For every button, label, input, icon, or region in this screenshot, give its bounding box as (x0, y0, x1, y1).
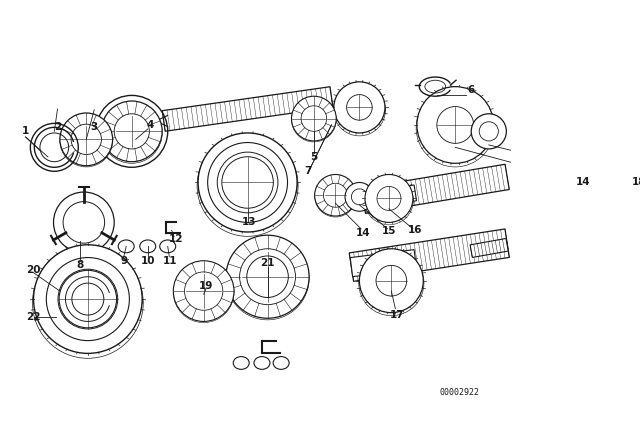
Text: 6: 6 (468, 85, 475, 95)
Polygon shape (362, 185, 417, 209)
Text: 9: 9 (120, 256, 127, 266)
Ellipse shape (101, 101, 162, 162)
Polygon shape (349, 229, 509, 281)
Ellipse shape (365, 174, 413, 222)
Polygon shape (350, 250, 417, 276)
Text: 3: 3 (91, 122, 98, 132)
Text: 8: 8 (76, 260, 83, 270)
Text: 12: 12 (168, 234, 183, 244)
Ellipse shape (360, 249, 423, 313)
Text: 4: 4 (147, 120, 154, 130)
Ellipse shape (226, 235, 309, 318)
Text: 21: 21 (260, 258, 275, 268)
Text: 14: 14 (576, 177, 590, 187)
Ellipse shape (198, 133, 297, 232)
Ellipse shape (315, 174, 356, 216)
Text: 10: 10 (141, 256, 155, 266)
Text: 20: 20 (26, 265, 41, 276)
Ellipse shape (54, 192, 114, 253)
Text: 22: 22 (26, 312, 41, 322)
Polygon shape (470, 238, 508, 258)
Ellipse shape (471, 114, 506, 149)
Ellipse shape (417, 86, 493, 164)
Ellipse shape (334, 82, 385, 133)
Text: 15: 15 (381, 226, 396, 236)
Polygon shape (163, 87, 333, 131)
Text: 19: 19 (199, 281, 213, 291)
Ellipse shape (291, 96, 336, 141)
Text: 14: 14 (356, 228, 371, 238)
Text: 11: 11 (163, 256, 177, 266)
Text: 1: 1 (22, 126, 29, 136)
Text: 13: 13 (242, 217, 257, 228)
Ellipse shape (173, 261, 234, 321)
Text: 7: 7 (304, 166, 311, 176)
Text: 16: 16 (408, 225, 422, 235)
Ellipse shape (345, 182, 374, 211)
Text: 18: 18 (632, 177, 640, 187)
Text: 2: 2 (54, 122, 61, 132)
Text: 17: 17 (390, 310, 404, 320)
Text: 5: 5 (310, 152, 317, 162)
Text: 00002922: 00002922 (439, 388, 479, 397)
Ellipse shape (33, 245, 142, 353)
Ellipse shape (60, 113, 113, 166)
Polygon shape (362, 164, 509, 213)
